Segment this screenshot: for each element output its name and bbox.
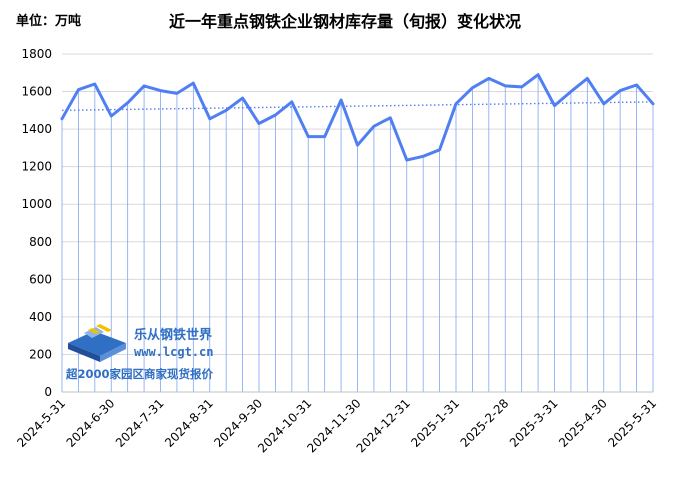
y-tick-label: 1800 [21,47,52,61]
data-point [569,90,573,93]
y-tick-label: 1200 [21,160,52,174]
data-point [93,82,97,86]
x-tick-label: 2024-9-30 [211,396,265,450]
data-point [356,143,359,147]
x-tick-label: 2024-5-31 [14,396,68,450]
data-point [224,109,228,112]
y-tick-label: 1400 [21,122,52,136]
x-tick-label: 2025-5-31 [605,396,659,450]
data-point [536,73,540,76]
watermark-name: 乐从钢铁世界 [134,327,212,343]
watermark: 乐从钢铁世界 www.lcgt.cn 超2000家园区商家现货报价 [65,324,214,381]
watermark-slogan: 超2000家园区商家现货报价 [65,367,214,381]
data-point [126,101,129,105]
data-point [635,83,638,87]
data-point [159,89,162,92]
x-tick-label: 2024-6-30 [64,396,118,450]
data-point [142,84,146,88]
y-tick-label: 1600 [21,85,52,99]
data-point [586,77,589,80]
data-point [651,102,655,105]
data-point [438,148,441,151]
data-point [553,104,556,107]
x-tick-label: 2025-2-28 [458,396,512,450]
data-point [323,135,326,138]
watermark-url: www.lcgt.cn [134,345,213,359]
data-point [290,100,294,104]
data-point [60,117,64,120]
drop-lines [61,74,654,392]
data-point [618,89,622,92]
data-point [520,85,523,89]
x-tick-label: 2024-7-31 [113,396,167,450]
data-point [208,117,211,120]
lcgt-logo-icon [68,324,126,362]
data-point [241,96,244,100]
data-point [602,102,605,105]
trend-line [61,101,654,112]
data-point [274,113,277,117]
data-point [487,77,491,80]
y-tick-label: 800 [29,235,52,249]
data-point [471,86,474,90]
x-tick-label: 2025-1-31 [408,396,462,450]
y-axis-tick-labels: 0 200 400 600 800 1000 1200 1400 1600 1800 [21,47,52,399]
x-tick-label: 2024-8-31 [162,396,216,450]
y-tick-label: 200 [29,347,52,361]
x-axis-tick-labels: 2024-5-312024-6-302024-7-312024-8-312024… [14,396,659,455]
data-point [110,114,113,118]
data-point [77,88,80,91]
y-tick-label: 0 [44,385,52,399]
data-point [454,102,458,105]
data-point [504,84,507,88]
x-tick-label: 2025-3-31 [507,396,561,450]
data-point [372,125,376,128]
data-point [421,155,425,158]
data-point [307,135,310,138]
data-point [405,158,408,162]
data-points [60,73,655,162]
unit-label: 单位：万吨 [16,13,81,29]
data-point [339,98,343,102]
data-point [192,81,195,85]
data-point [175,92,179,95]
chart-title: 近一年重点钢铁企业钢材库存量（旬报）变化状况 [169,12,521,31]
y-tick-label: 1000 [21,197,52,211]
data-point [257,122,261,125]
data-point [389,116,392,120]
x-tick-label: 2025-4-30 [556,396,610,450]
y-tick-label: 400 [29,310,52,324]
y-tick-label: 600 [29,272,52,286]
